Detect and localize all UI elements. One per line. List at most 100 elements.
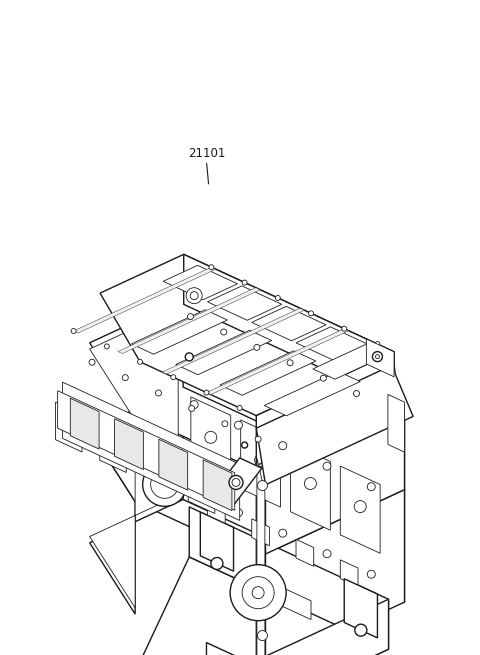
Circle shape [354, 390, 360, 396]
Circle shape [279, 529, 287, 537]
Circle shape [171, 375, 176, 380]
Polygon shape [184, 254, 394, 402]
Polygon shape [200, 512, 234, 571]
Circle shape [138, 360, 143, 364]
Polygon shape [313, 341, 394, 379]
Circle shape [323, 550, 331, 557]
Text: 21101: 21101 [188, 147, 225, 160]
Polygon shape [183, 299, 405, 489]
Circle shape [230, 565, 286, 621]
Polygon shape [189, 507, 388, 649]
Circle shape [367, 483, 375, 491]
Polygon shape [183, 387, 405, 602]
Circle shape [242, 576, 274, 608]
Polygon shape [191, 397, 231, 484]
Circle shape [252, 587, 264, 599]
Polygon shape [203, 460, 232, 511]
Circle shape [234, 509, 242, 517]
Polygon shape [296, 539, 314, 567]
Polygon shape [55, 402, 82, 452]
Circle shape [190, 488, 198, 496]
Circle shape [185, 353, 193, 361]
Polygon shape [251, 599, 388, 655]
Polygon shape [70, 398, 99, 449]
Polygon shape [206, 329, 348, 394]
Circle shape [254, 455, 266, 466]
Polygon shape [340, 466, 380, 553]
Polygon shape [210, 458, 262, 507]
Circle shape [190, 401, 198, 409]
Polygon shape [90, 299, 405, 470]
Circle shape [309, 311, 313, 316]
Circle shape [211, 557, 223, 569]
Circle shape [237, 405, 242, 411]
Circle shape [151, 470, 179, 498]
Polygon shape [58, 390, 235, 510]
Polygon shape [100, 254, 394, 416]
Circle shape [276, 295, 280, 301]
Polygon shape [140, 557, 388, 655]
Polygon shape [252, 307, 326, 341]
Circle shape [221, 329, 227, 335]
Circle shape [122, 375, 128, 381]
Polygon shape [257, 402, 405, 558]
Polygon shape [162, 309, 304, 374]
Circle shape [156, 390, 161, 396]
Polygon shape [100, 422, 126, 472]
Polygon shape [73, 267, 216, 333]
Polygon shape [176, 330, 272, 375]
Circle shape [232, 478, 240, 487]
Polygon shape [256, 428, 265, 655]
Polygon shape [256, 364, 413, 485]
Circle shape [229, 476, 243, 489]
Polygon shape [132, 310, 228, 354]
Circle shape [205, 432, 217, 443]
Polygon shape [115, 419, 144, 470]
Polygon shape [118, 288, 260, 354]
Polygon shape [163, 265, 238, 300]
Circle shape [204, 390, 209, 395]
Polygon shape [344, 579, 377, 638]
Polygon shape [159, 440, 188, 490]
Polygon shape [264, 371, 360, 416]
Circle shape [323, 462, 331, 470]
Circle shape [190, 291, 198, 300]
Polygon shape [90, 387, 405, 558]
Circle shape [71, 329, 76, 333]
Polygon shape [252, 519, 269, 546]
Circle shape [186, 288, 202, 304]
Circle shape [241, 442, 248, 448]
Circle shape [242, 280, 247, 285]
Circle shape [342, 326, 347, 331]
Circle shape [375, 342, 380, 346]
Circle shape [255, 436, 261, 442]
Polygon shape [220, 351, 316, 395]
Circle shape [153, 464, 161, 472]
Circle shape [257, 481, 267, 491]
Circle shape [109, 443, 117, 451]
Polygon shape [207, 498, 225, 525]
Circle shape [320, 375, 326, 381]
Circle shape [257, 631, 267, 641]
Polygon shape [257, 458, 265, 655]
Circle shape [89, 359, 95, 365]
Circle shape [375, 354, 379, 359]
Circle shape [304, 477, 316, 489]
Polygon shape [90, 387, 183, 614]
Polygon shape [256, 352, 394, 466]
Circle shape [355, 624, 367, 636]
Polygon shape [257, 489, 405, 655]
Circle shape [222, 421, 228, 427]
Circle shape [234, 421, 242, 429]
Circle shape [254, 345, 260, 350]
Polygon shape [290, 443, 330, 531]
Polygon shape [90, 308, 178, 608]
Polygon shape [144, 443, 170, 493]
Circle shape [65, 423, 72, 431]
Polygon shape [267, 580, 311, 620]
Circle shape [104, 344, 109, 349]
Polygon shape [188, 464, 215, 514]
Polygon shape [240, 420, 280, 507]
Circle shape [188, 314, 193, 320]
Circle shape [372, 352, 383, 362]
